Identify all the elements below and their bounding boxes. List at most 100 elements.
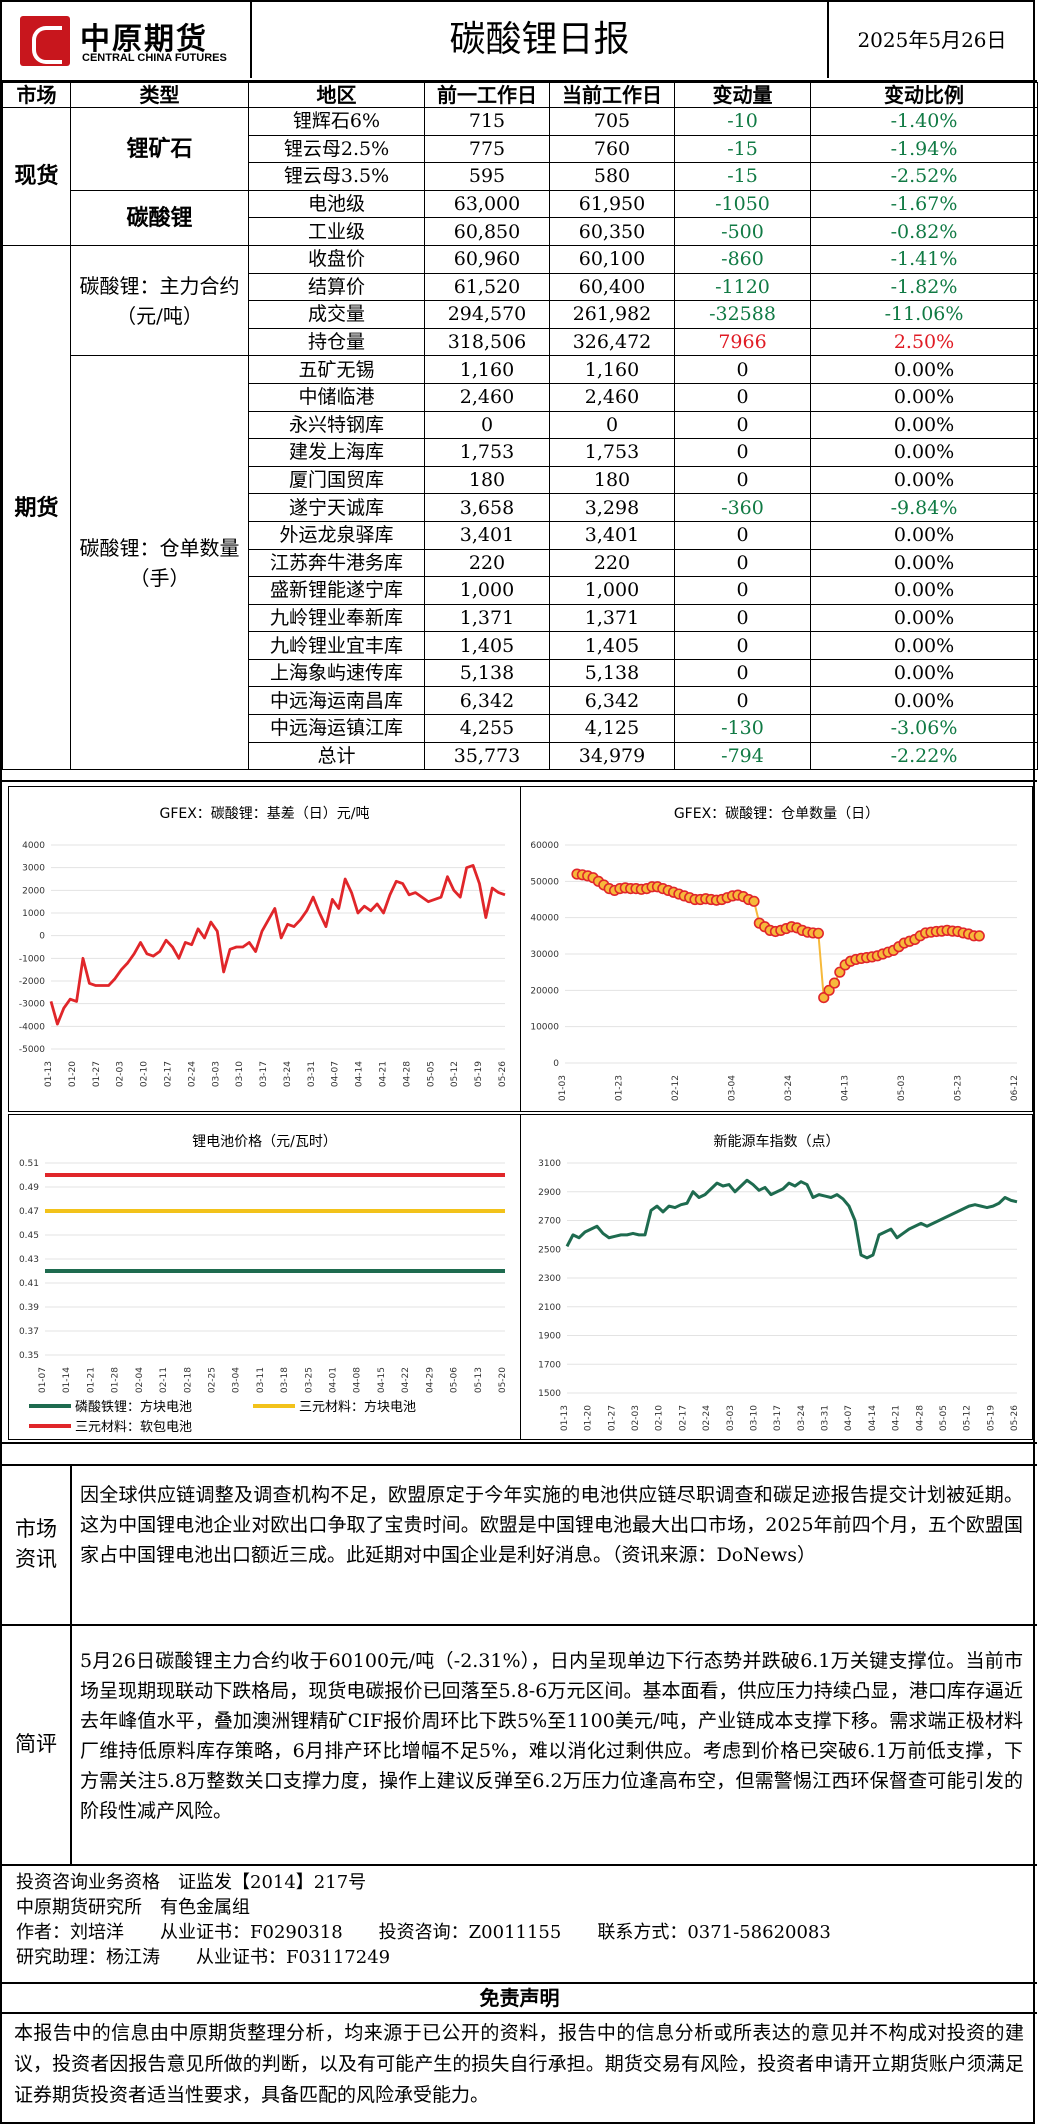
type-carbonate-label: 碳酸锂 <box>70 189 249 246</box>
prev-value-cell: 60,850 <box>424 217 550 246</box>
warehouse-chart: GFEX：碳酸锂：仓单数量（日） 60000 50000 40000 30000 200… <box>520 786 1033 1112</box>
y-tick-label: 50000 <box>530 877 559 887</box>
y-tick-label: 0 <box>553 1059 559 1069</box>
change-pct-cell: 0.00% <box>810 603 1038 633</box>
change-cell: 0 <box>674 603 811 633</box>
x-tick-label: 01-20 <box>68 1061 78 1087</box>
report-header: 中原期货 CENTRAL CHINA FUTURES 碳酸锂日报 2025年5月… <box>2 2 1037 82</box>
market-spot-label: 现货 <box>2 107 71 246</box>
y-tick-label: 2900 <box>538 1188 561 1198</box>
y-tick-label: 0.39 <box>19 1303 39 1313</box>
prev-value-cell: 0 <box>424 410 550 440</box>
x-tick-label: 01-20 <box>584 1405 594 1431</box>
curr-value-cell: 760 <box>549 134 675 164</box>
y-tick-label: 0 <box>39 932 45 942</box>
col-region: 地区 <box>248 82 425 108</box>
author-line: 作者：刘培洋 从业证书：F0290318 投资咨询：Z0011155 联系方式：… <box>16 1922 831 1943</box>
y-tick-label: -1000 <box>19 954 45 964</box>
change-pct-cell: 0.00% <box>810 576 1038 605</box>
x-tick-label: 03-31 <box>821 1405 831 1431</box>
x-tick-label: 02-17 <box>163 1061 173 1087</box>
x-tick-label: 02-03 <box>631 1405 641 1431</box>
market-news-text: 因全球供应链调整及调查机构不足，欧盟原定于今年实施的电池供应链尽职调查和碳足迹报… <box>80 1484 1023 1566</box>
market-futures-label: 期货 <box>2 244 71 771</box>
col-type: 类型 <box>70 82 249 108</box>
col-market: 市场 <box>2 82 71 108</box>
change-cell: -15 <box>674 162 811 191</box>
x-tick-label: 02-10 <box>655 1405 665 1431</box>
y-tick-label: 0.49 <box>19 1183 39 1193</box>
x-tick-label: 06-12 <box>1010 1075 1020 1101</box>
type-warehouse-label: 碳酸锂：仓单数量（手） <box>70 355 249 771</box>
table-row: 结算价 61,520 60,400 -1120 -1.82% <box>3 272 1038 302</box>
curr-value-cell: 1,000 <box>549 576 675 605</box>
curr-value-cell: 60,350 <box>549 217 675 246</box>
prev-value-cell: 1,405 <box>424 631 550 660</box>
curr-value-cell: 6,342 <box>549 686 675 716</box>
x-tick-label: 01-03 <box>558 1075 568 1101</box>
market-news-label: 市场资讯 <box>2 1464 72 1624</box>
prev-value-cell: 1,753 <box>424 438 550 467</box>
change-cell: 0 <box>674 576 811 605</box>
curr-value-cell: 60,100 <box>549 244 675 274</box>
prev-value-cell: 61,520 <box>424 272 550 302</box>
y-tick-label: 0.47 <box>19 1207 39 1217</box>
curr-value-cell: 326,472 <box>549 327 675 357</box>
x-tick-label: 05-19 <box>474 1061 484 1087</box>
y-tick-label: 20000 <box>530 986 559 996</box>
change-pct-cell: -1.94% <box>810 134 1038 164</box>
change-pct-cell: -1.40% <box>810 107 1038 136</box>
license-line: 投资咨询业务资格 证监发【2014】217号 <box>16 1872 367 1893</box>
x-tick-label: 04-07 <box>331 1061 341 1087</box>
prev-value-cell: 1,000 <box>424 576 550 605</box>
region-cell: 九岭锂业宜丰库 <box>248 631 425 660</box>
change-cell: -360 <box>674 493 811 522</box>
x-tick-label: 03-17 <box>773 1405 783 1431</box>
curr-value-cell: 0 <box>549 410 675 440</box>
market-news-label-text: 市场资讯 <box>15 1517 57 1571</box>
chart-title: GFEX：碳酸锂：基差（日）元/吨 <box>159 806 370 822</box>
table-row: 外运龙泉驿库 3,401 3,401 0 0.00% <box>3 520 1038 550</box>
logo-chinese-name: 中原期货 <box>80 22 208 57</box>
x-tick-label: 05-26 <box>1010 1405 1020 1431</box>
data-point <box>748 895 760 907</box>
region-cell: 总计 <box>248 741 425 771</box>
prev-value-cell: 4,255 <box>424 714 550 743</box>
region-cell: 永兴特钢库 <box>248 410 425 440</box>
x-tick-label: 02-17 <box>678 1405 688 1431</box>
region-cell: 厦门国贸库 <box>248 465 425 495</box>
y-tick-label: -2000 <box>19 977 45 987</box>
change-cell: -130 <box>674 714 811 743</box>
x-tick-label: 01-07 <box>38 1367 48 1393</box>
change-pct-cell: 0.00% <box>810 438 1038 467</box>
x-tick-label: 05-19 <box>986 1405 996 1431</box>
y-tick-label: 0.45 <box>19 1231 39 1241</box>
table-row: 工业级 60,850 60,350 -500 -0.82% <box>3 217 1038 246</box>
chart-title: GFEX：碳酸锂：仓单数量（日） <box>673 806 880 822</box>
change-cell: 0 <box>674 548 811 578</box>
basis-chart-svg: 4000 3000 2000 1000 0 -1000 -2000 -3000 -4000 -50… <box>19 841 508 1087</box>
curr-value-cell: 61,950 <box>549 189 675 219</box>
curr-value-cell: 2,460 <box>549 382 675 412</box>
change-pct-cell: 0.00% <box>810 631 1038 660</box>
curr-value-cell: 34,979 <box>549 741 675 771</box>
change-cell: 0 <box>674 686 811 716</box>
region-cell: 中储临港 <box>248 382 425 412</box>
y-tick-label: 2100 <box>538 1303 561 1313</box>
curr-value-cell: 5,138 <box>549 658 675 688</box>
curr-value-cell: 3,298 <box>549 493 675 522</box>
y-tick-label: 30000 <box>530 950 559 960</box>
change-pct-cell: -3.06% <box>810 714 1038 743</box>
change-cell: -860 <box>674 244 811 274</box>
legend-label: 三元材料：方块电池 <box>299 1399 416 1415</box>
change-cell: -1120 <box>674 272 811 302</box>
change-pct-cell: 2.50% <box>810 327 1038 357</box>
battery-price-chart: 锂电池价格（元/瓦时） 0.51 0.49 0.47 0.45 0.43 0.41 0.39… <box>8 1114 521 1440</box>
x-tick-label: 04-14 <box>355 1061 365 1087</box>
x-tick-label: 03-24 <box>784 1075 794 1101</box>
x-tick-label: 03-03 <box>726 1405 736 1431</box>
region-cell: 遂宁天诚库 <box>248 493 425 522</box>
region-cell: 持仓量 <box>248 327 425 357</box>
legend-label: 三元材料：软包电池 <box>75 1420 192 1435</box>
prev-value-cell: 715 <box>424 107 550 136</box>
